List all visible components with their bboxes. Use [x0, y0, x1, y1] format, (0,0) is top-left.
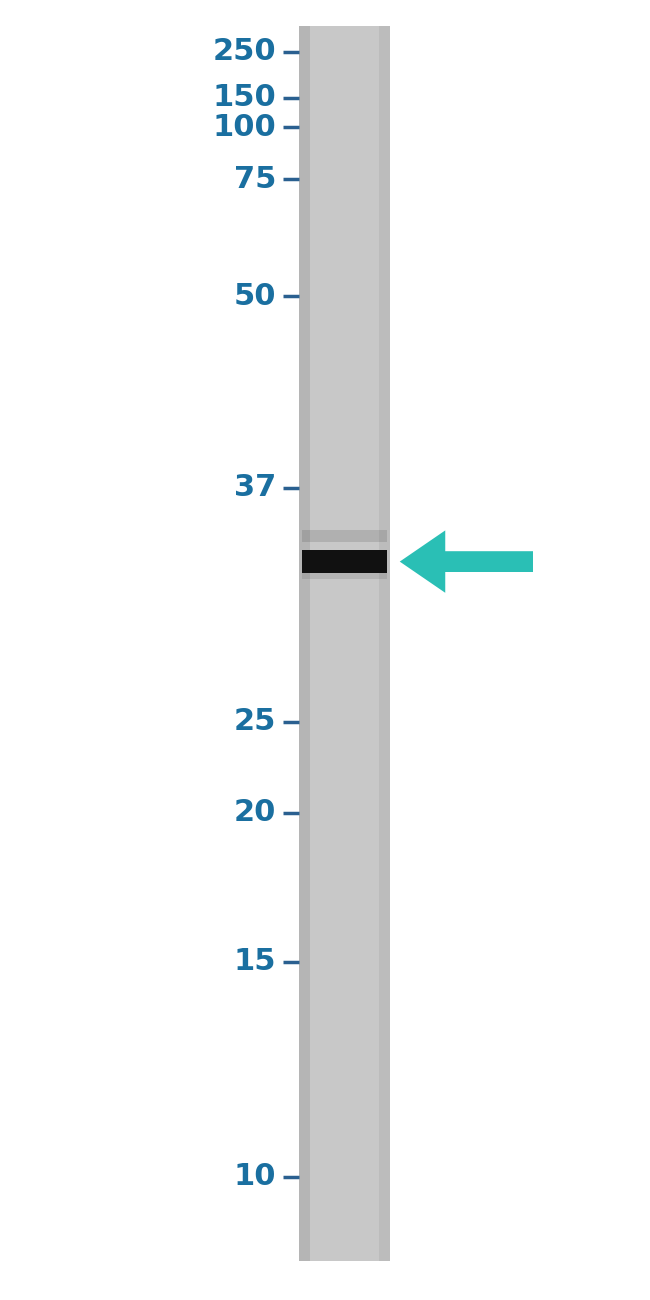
Bar: [302, 530, 387, 542]
Text: 100: 100: [213, 113, 276, 142]
Text: 10: 10: [234, 1162, 276, 1191]
Text: 37: 37: [234, 473, 276, 502]
Text: 25: 25: [234, 707, 276, 736]
Text: 75: 75: [234, 165, 276, 194]
Text: 15: 15: [234, 948, 276, 976]
FancyArrow shape: [400, 530, 533, 593]
Bar: [379, 26, 390, 1261]
Bar: [299, 26, 390, 1261]
Bar: [299, 26, 310, 1261]
Bar: [302, 550, 387, 573]
Text: 150: 150: [213, 83, 276, 112]
Text: 250: 250: [213, 38, 276, 66]
Bar: [302, 567, 387, 578]
Text: 20: 20: [234, 798, 276, 827]
Text: 50: 50: [234, 282, 276, 311]
